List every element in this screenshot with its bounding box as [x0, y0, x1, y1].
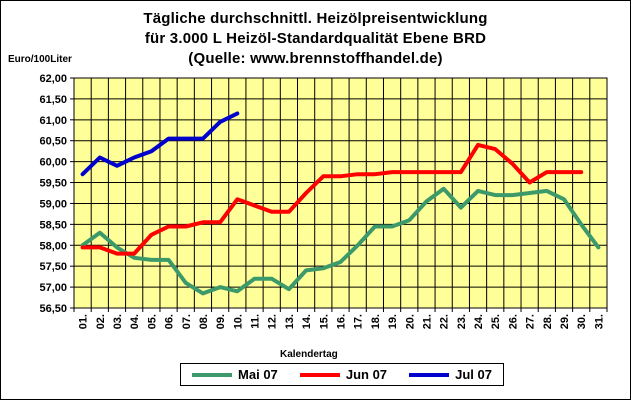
- x-tick-label: 08.: [198, 314, 210, 329]
- x-tick-label: 12.: [267, 314, 279, 329]
- x-tick-label: 19.: [387, 314, 399, 329]
- legend-swatch: [192, 372, 233, 377]
- x-tick-label: 04.: [129, 314, 141, 329]
- series-line-jun-07: [80, 142, 584, 256]
- x-tick-label: 13.: [284, 314, 296, 329]
- y-axis-label: Euro/100Liter: [8, 54, 72, 65]
- x-axis-label: Kalendertag: [280, 349, 338, 360]
- y-tick-label: 58,50: [39, 219, 67, 231]
- y-tick-label: 56,50: [39, 303, 67, 315]
- x-tick-label: 07.: [181, 314, 193, 329]
- x-tick-label: 29.: [559, 314, 571, 329]
- legend-item: Jun 07: [299, 367, 388, 382]
- x-tick-label: 10.: [232, 314, 244, 329]
- series-line-mai-07: [80, 186, 601, 296]
- x-tick-label: 23.: [456, 314, 468, 329]
- chart-title-line-3: (Quelle: www.brennstoffhandel.de): [188, 50, 443, 67]
- x-tick-label: 14.: [301, 314, 313, 329]
- x-tick-label: 30.: [576, 314, 588, 329]
- x-tick-label: 27.: [525, 314, 537, 329]
- x-tick-label: 05.: [146, 314, 158, 329]
- x-tick-label: 21.: [421, 314, 433, 329]
- x-tick-label: 15.: [318, 314, 330, 329]
- legend-swatch: [299, 372, 340, 377]
- x-tick-label: 16.: [336, 314, 348, 329]
- x-tick-label: 26.: [507, 314, 519, 329]
- x-tick-label: 20.: [404, 314, 416, 329]
- x-tick-label: 24.: [473, 314, 485, 329]
- legend-label: Jun 07: [345, 367, 388, 382]
- x-tick-label: 01.: [78, 314, 90, 329]
- y-tick-label: 57,00: [39, 282, 67, 294]
- legend-label: Mai 07: [238, 367, 278, 382]
- y-tick-label: 61,50: [39, 94, 67, 106]
- x-tick-label: 22.: [439, 314, 451, 329]
- x-tick-label: 31.: [593, 314, 605, 329]
- chart-title-line-2: für 3.000 L Heizöl-Standardqualität Eben…: [144, 30, 487, 47]
- y-tick-label: 62,00: [39, 73, 67, 85]
- y-tick-label: 57,50: [39, 261, 67, 273]
- x-tick-label: 02.: [95, 314, 107, 329]
- x-tick-label: 09.: [215, 314, 227, 329]
- y-tick-label: 59,00: [39, 198, 67, 210]
- x-tick-label: 25.: [490, 314, 502, 329]
- y-tick-label: 60,50: [39, 136, 67, 148]
- x-tick-label: 18.: [370, 314, 382, 329]
- chart-title-line-1: Tägliche durchschnittl. Heizölpreisentwi…: [143, 10, 488, 27]
- legend-label: Jul 07: [455, 367, 492, 382]
- legend-item: Mai 07: [192, 367, 278, 382]
- x-tick-label: 17.: [353, 314, 365, 329]
- x-tick-label: 06.: [164, 314, 176, 329]
- y-tick-label: 60,00: [39, 157, 67, 169]
- y-tick-label: 59,50: [39, 178, 67, 190]
- y-tick-label: 58,00: [39, 240, 67, 252]
- legend-item: Jul 07: [409, 367, 492, 382]
- x-tick-label: 28.: [542, 314, 554, 329]
- legend: Mai 07 Jun 07 Jul 07: [180, 363, 504, 386]
- y-tick-label: 61,00: [39, 115, 67, 127]
- x-tick-label: 11.: [250, 314, 262, 329]
- series-line-jul-07: [80, 111, 240, 177]
- x-tick-label: 03.: [112, 314, 124, 329]
- legend-swatch: [409, 372, 450, 377]
